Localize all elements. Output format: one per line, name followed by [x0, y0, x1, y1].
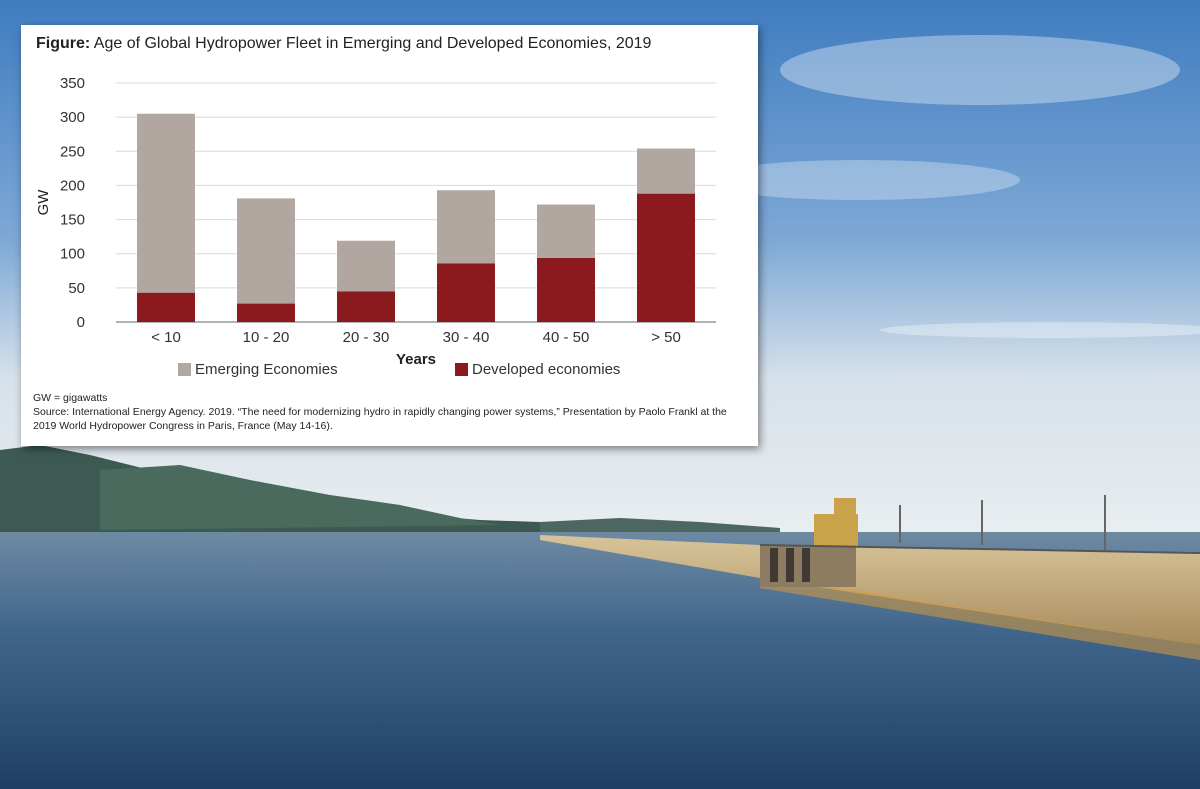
legend-item-emerging: Emerging Economies — [178, 361, 338, 378]
y-tick-label: 100 — [60, 246, 85, 263]
bar-developed — [637, 193, 695, 322]
y-axis-label: GW — [35, 189, 52, 216]
x-tick-label: 20 - 30 — [343, 329, 390, 346]
bar-emerging — [237, 198, 295, 304]
bar-emerging — [337, 240, 395, 292]
x-tick-label: < 10 — [151, 329, 181, 346]
stacked-bar-chart: 0 50 100 150 200 250 300 350 GW < 10 10 - 20 20 - 3… — [35, 75, 716, 365]
y-tick-label: 50 — [68, 280, 85, 297]
figure-notes: GW = gigawatts Source: International Ene… — [33, 391, 748, 433]
y-tick-label: 300 — [60, 109, 85, 126]
bar-emerging — [637, 148, 695, 194]
x-tick-label: > 50 — [651, 329, 681, 346]
legend-swatch-emerging — [178, 363, 191, 376]
bar-developed — [237, 303, 295, 322]
figure-title-text: Age of Global Hydropower Fleet in Emergi… — [93, 35, 652, 52]
bar-emerging — [437, 190, 495, 264]
x-axis-label: Years — [396, 351, 436, 365]
y-tick-label: 250 — [60, 143, 85, 160]
chart-legend: Emerging Economies Developed economies — [21, 361, 758, 383]
bar-emerging — [537, 204, 595, 258]
y-tick-label: 150 — [60, 212, 85, 229]
source-note: Source: International Energy Agency. 201… — [33, 406, 727, 432]
y-tick-label: 350 — [60, 75, 85, 92]
bar-developed — [337, 291, 395, 322]
bar-developed — [437, 263, 495, 322]
bar-emerging — [137, 113, 195, 293]
figure-title: Figure: Age of Global Hydropower Fleet i… — [36, 35, 651, 53]
figure-title-prefix: Figure: — [36, 35, 91, 52]
legend-label-developed: Developed economies — [472, 361, 621, 378]
legend-label-emerging: Emerging Economies — [195, 361, 338, 378]
legend-swatch-developed — [455, 363, 468, 376]
figure-card: Figure: Age of Global Hydropower Fleet i… — [21, 25, 758, 446]
y-tick-label: 200 — [60, 177, 85, 194]
unit-note: GW = gigawatts — [33, 392, 108, 404]
legend-item-developed: Developed economies — [455, 361, 620, 378]
bar-developed — [137, 292, 195, 322]
y-tick-label: 0 — [77, 314, 85, 331]
x-tick-label: 30 - 40 — [443, 329, 490, 346]
bar-developed — [537, 257, 595, 322]
x-tick-label: 40 - 50 — [543, 329, 590, 346]
x-tick-label: 10 - 20 — [243, 329, 290, 346]
